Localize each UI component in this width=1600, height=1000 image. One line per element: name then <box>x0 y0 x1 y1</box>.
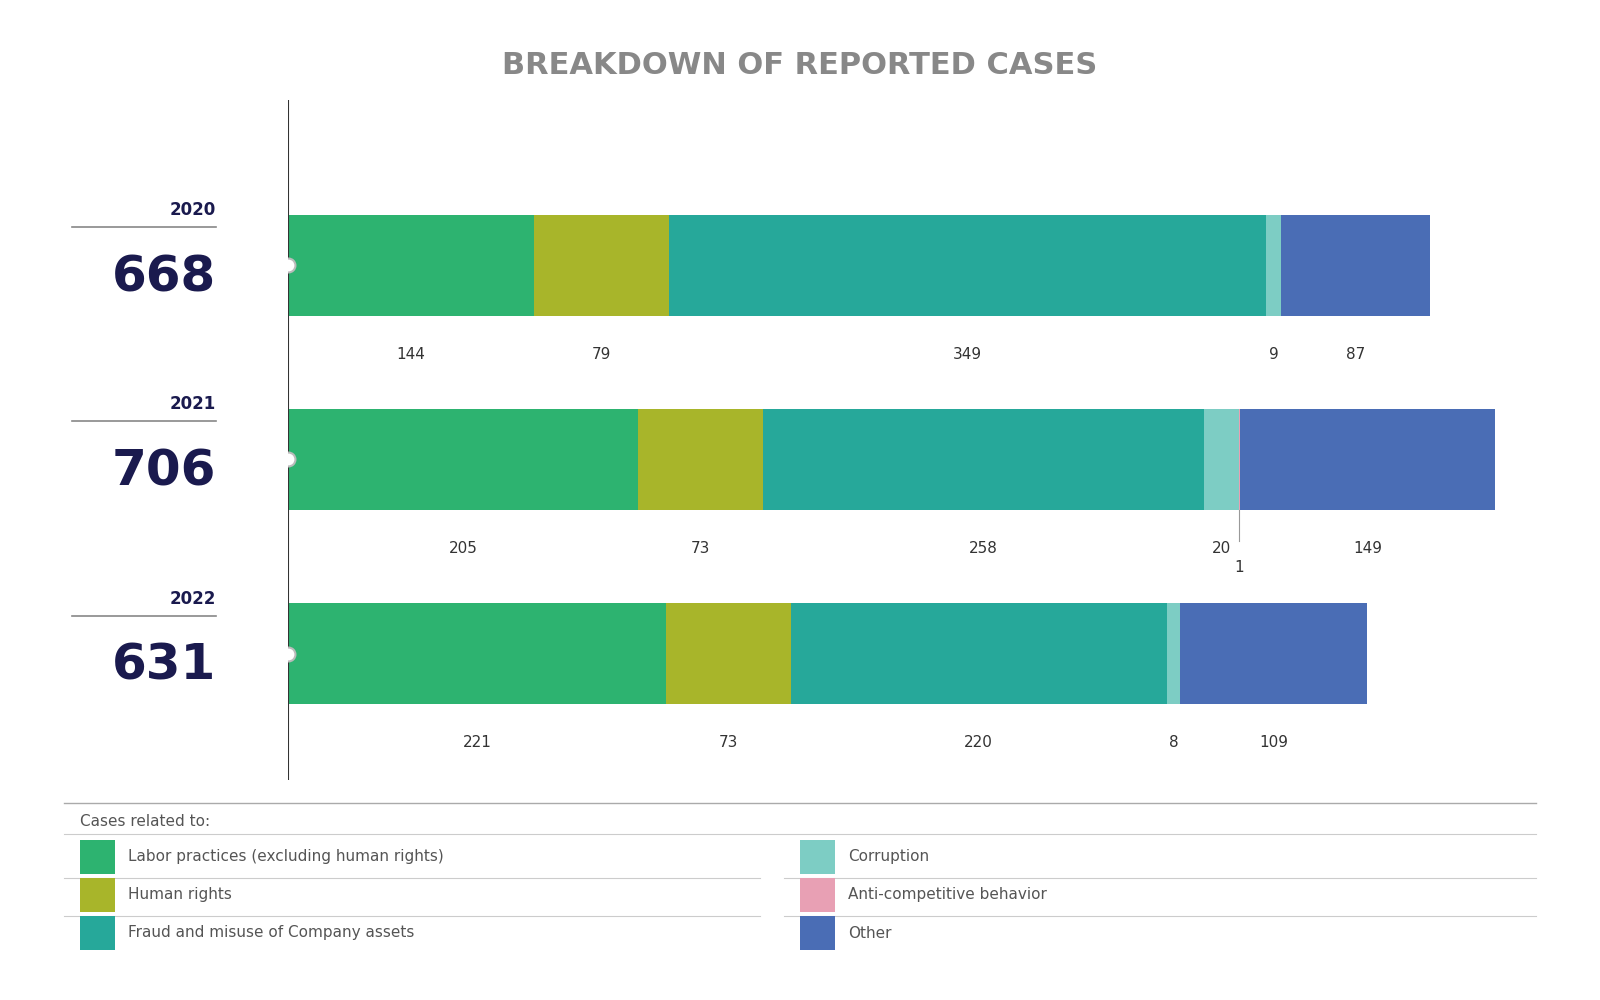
Text: Anti-competitive behavior: Anti-competitive behavior <box>848 888 1046 902</box>
Text: 205: 205 <box>448 541 478 556</box>
Text: 221: 221 <box>462 735 491 750</box>
Bar <box>288 409 638 510</box>
Bar <box>1240 409 1494 510</box>
Text: 79: 79 <box>592 347 611 362</box>
Bar <box>1205 409 1238 510</box>
Text: 144: 144 <box>397 347 426 362</box>
Text: 9: 9 <box>1269 347 1278 362</box>
Text: Fraud and misuse of Company assets: Fraud and misuse of Company assets <box>128 926 414 940</box>
Text: 706: 706 <box>112 447 216 495</box>
Text: 73: 73 <box>718 735 738 750</box>
Bar <box>1166 603 1181 704</box>
Text: BREAKDOWN OF REPORTED CASES: BREAKDOWN OF REPORTED CASES <box>502 50 1098 80</box>
Bar <box>534 215 669 316</box>
Text: Corruption: Corruption <box>848 850 930 864</box>
Bar <box>288 215 534 316</box>
Text: 87: 87 <box>1346 347 1365 362</box>
Bar <box>1266 215 1282 316</box>
Text: 2022: 2022 <box>170 590 216 608</box>
Bar <box>1282 215 1430 316</box>
Text: 2020: 2020 <box>170 201 216 219</box>
Bar <box>669 215 1266 316</box>
Text: 349: 349 <box>954 347 982 362</box>
Text: 73: 73 <box>691 541 710 556</box>
Bar <box>1181 603 1366 704</box>
Text: 2021: 2021 <box>170 395 216 413</box>
Text: 1: 1 <box>1235 560 1245 575</box>
Text: 20: 20 <box>1211 541 1230 556</box>
Text: 109: 109 <box>1259 735 1288 750</box>
Bar <box>638 409 763 510</box>
Text: Human rights: Human rights <box>128 888 232 902</box>
Bar <box>790 603 1166 704</box>
Text: 220: 220 <box>965 735 994 750</box>
Text: 631: 631 <box>112 642 216 690</box>
Text: 668: 668 <box>112 253 216 301</box>
Text: 8: 8 <box>1168 735 1178 750</box>
Text: 258: 258 <box>970 541 998 556</box>
Text: Other: Other <box>848 926 891 940</box>
Text: 149: 149 <box>1354 541 1382 556</box>
Bar <box>288 603 666 704</box>
Text: Cases related to:: Cases related to: <box>80 814 210 830</box>
Bar <box>1238 409 1240 510</box>
Text: Labor practices (excluding human rights): Labor practices (excluding human rights) <box>128 850 443 864</box>
Bar <box>763 409 1205 510</box>
Bar <box>666 603 790 704</box>
